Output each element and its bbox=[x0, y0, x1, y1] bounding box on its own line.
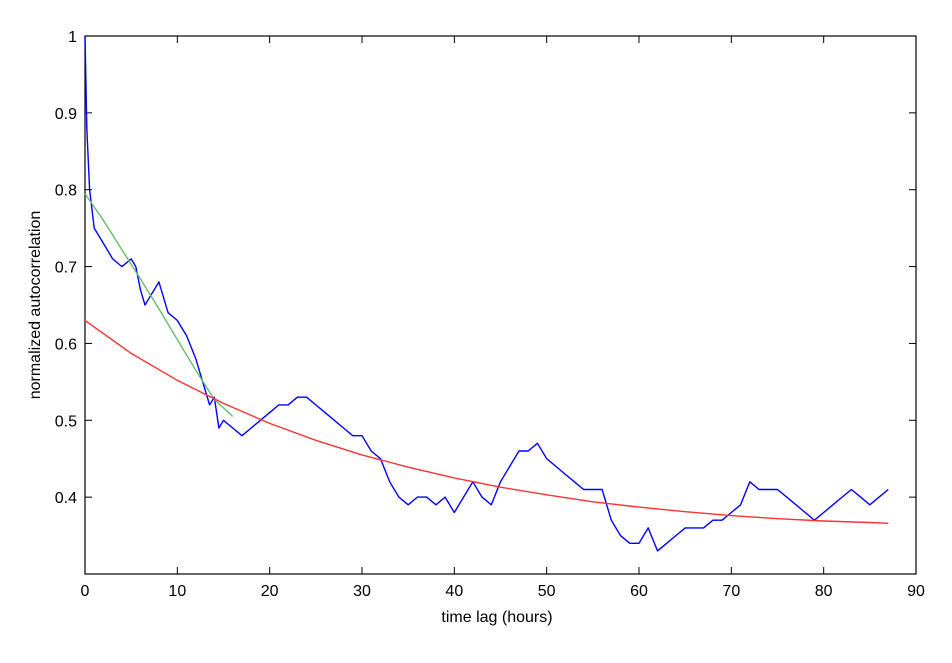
series-lines bbox=[84, 35, 889, 552]
tick-labels: 0 10 20 30 40 50 60 70 80 90 0.4 0.5 0.6 0.7 0.8 0.9 1 bbox=[55, 29, 925, 600]
y-tick-label: 0.8 bbox=[55, 183, 77, 200]
x-tick-label: 90 bbox=[907, 583, 925, 600]
x-tick-label: 80 bbox=[815, 583, 833, 600]
series-line-fit-long bbox=[84, 319, 889, 524]
x-tick-label: 10 bbox=[168, 583, 186, 600]
x-tick-label: 70 bbox=[722, 583, 740, 600]
x-tick-label: 40 bbox=[445, 583, 463, 600]
x-tick-label: 50 bbox=[538, 583, 556, 600]
series-line-fit-short bbox=[84, 193, 234, 417]
axis-ticks bbox=[84, 35, 917, 574]
series-line-autocorrelation bbox=[84, 35, 889, 552]
y-tick-label: 0.6 bbox=[55, 336, 77, 353]
x-tick-label: 0 bbox=[81, 583, 90, 600]
y-axis-label: normalized autocorrelation bbox=[27, 211, 44, 400]
y-tick-label: 0.5 bbox=[55, 413, 77, 430]
y-tick-label: 0.4 bbox=[55, 490, 77, 507]
y-tick-label: 0.7 bbox=[55, 260, 77, 277]
y-tick-label: 1 bbox=[68, 29, 77, 46]
x-tick-label: 30 bbox=[353, 583, 371, 600]
x-tick-label: 20 bbox=[261, 583, 279, 600]
x-axis-label: time lag (hours) bbox=[441, 609, 552, 626]
y-tick-label: 0.9 bbox=[55, 106, 77, 123]
plot-area bbox=[84, 35, 917, 575]
x-tick-label: 60 bbox=[630, 583, 648, 600]
